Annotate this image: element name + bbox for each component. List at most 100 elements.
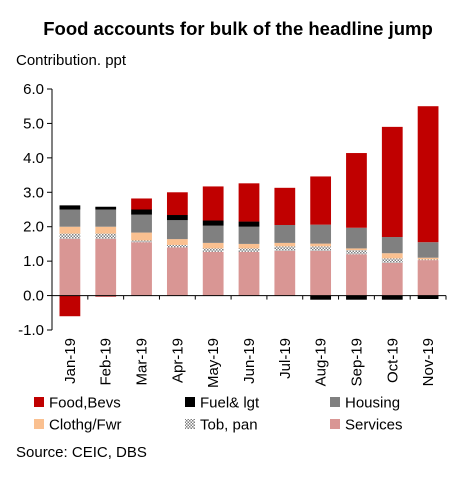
bar-segment xyxy=(310,176,332,225)
x-tick-label: Apr-19 xyxy=(169,338,186,383)
chart-title: Food accounts for bulk of the headline j… xyxy=(43,18,433,39)
bar-segment xyxy=(202,251,224,296)
bar-segment xyxy=(381,253,403,259)
bar-segment xyxy=(59,233,81,239)
x-tick-label: Jan-19 xyxy=(62,338,79,384)
bar-segment xyxy=(310,295,332,300)
legend-swatch xyxy=(330,397,340,407)
bar-segment xyxy=(310,246,332,251)
bar-segment xyxy=(95,209,117,227)
bar-layer xyxy=(59,106,439,317)
legend-swatch xyxy=(185,397,195,407)
x-tick-label: May-19 xyxy=(205,338,222,388)
bar-segment xyxy=(310,250,332,296)
bar-segment xyxy=(95,233,117,239)
bar-segment xyxy=(310,243,332,247)
bar-segment xyxy=(417,259,439,261)
legend-label: Services xyxy=(345,417,403,434)
x-tick-label: Mar-19 xyxy=(134,338,151,386)
y-tick-label: 6.0 xyxy=(23,81,44,98)
bar-segment xyxy=(95,295,117,297)
bar-segment xyxy=(202,220,224,226)
legend-swatch xyxy=(185,419,195,429)
legend-label: Housing xyxy=(345,395,400,412)
bar-segment xyxy=(381,126,403,238)
bar-segment xyxy=(166,239,188,245)
bar-segment xyxy=(346,254,367,296)
bar-segment xyxy=(202,186,224,221)
bar-segment xyxy=(274,246,296,251)
bar-segment xyxy=(310,224,332,244)
x-tick-label: Sep-19 xyxy=(349,338,366,386)
legend-label: Tob, pan xyxy=(200,417,258,434)
bar-segment xyxy=(131,242,152,296)
bar-segment xyxy=(274,187,296,225)
bar-segment xyxy=(346,295,367,300)
bar-segment xyxy=(417,242,439,258)
y-tick-label: 5.0 xyxy=(23,115,44,132)
y-tick-label: 0.0 xyxy=(23,288,44,305)
bar-segment xyxy=(131,214,152,233)
bar-segment xyxy=(131,232,152,241)
x-tick-label: Aug-19 xyxy=(313,338,330,386)
x-tick-label: Feb-19 xyxy=(98,338,115,386)
bar-segment xyxy=(131,209,152,215)
bar-segment xyxy=(238,251,260,296)
bar-segment xyxy=(59,295,81,317)
bar-segment xyxy=(238,226,260,244)
bar-segment xyxy=(238,221,260,227)
x-tick-label: Nov-19 xyxy=(420,338,437,386)
x-tick-label: Oct-19 xyxy=(384,338,401,383)
bar-segment xyxy=(166,247,188,296)
bar-segment xyxy=(202,225,224,243)
y-tick-label: -1.0 xyxy=(18,322,44,339)
bar-segment xyxy=(202,248,224,252)
bar-segment xyxy=(417,106,439,243)
y-axis-label: Contribution. ppt xyxy=(16,52,127,69)
bar-segment xyxy=(166,215,188,221)
x-tick-label: Jul-19 xyxy=(277,338,294,379)
bar-segment xyxy=(95,206,117,210)
bar-segment xyxy=(346,250,367,255)
bar-segment xyxy=(238,248,260,252)
source-note: Source: CEIC, DBS xyxy=(16,444,147,461)
bar-segment xyxy=(381,295,403,300)
bar-segment xyxy=(381,237,403,254)
bar-segment xyxy=(417,260,439,296)
bar-segment xyxy=(95,238,117,296)
bar-segment xyxy=(166,192,188,216)
y-tick-label: 1.0 xyxy=(23,253,44,270)
bar-segment xyxy=(59,226,81,234)
legend-swatch xyxy=(330,419,340,429)
legend-label: Food,Bevs xyxy=(49,395,121,412)
bar-segment xyxy=(381,262,403,296)
bar-segment xyxy=(417,295,439,300)
bar-segment xyxy=(274,250,296,296)
bar-segment xyxy=(274,242,296,247)
bar-segment xyxy=(346,227,367,249)
bar-segment xyxy=(346,153,367,228)
bar-segment xyxy=(166,244,188,248)
legend-label: Fuel& lgt xyxy=(200,395,260,412)
bar-segment xyxy=(346,248,367,251)
bar-segment xyxy=(95,226,117,234)
y-tick-label: 2.0 xyxy=(23,219,44,236)
axes-layer: -1.0 0.0 1.0 2.0 3.0 4.0 5.0 6.0 Jan-19 Feb-19 Mar… xyxy=(18,81,447,388)
bar-segment xyxy=(202,242,224,249)
bar-segment xyxy=(381,258,403,263)
y-tick-label: 3.0 xyxy=(23,184,44,201)
bar-segment xyxy=(59,205,81,210)
bar-segment xyxy=(417,257,439,260)
bar-segment xyxy=(131,240,152,243)
bar-segment xyxy=(59,238,81,296)
bar-segment xyxy=(166,220,188,240)
bar-segment xyxy=(238,183,260,222)
legend-swatch xyxy=(34,397,44,407)
bar-segment xyxy=(274,224,296,243)
legend-swatch xyxy=(34,419,44,429)
bar-segment xyxy=(131,198,152,210)
y-tick-label: 4.0 xyxy=(23,150,44,167)
bar-segment xyxy=(238,243,260,249)
x-tick-label: Jun-19 xyxy=(241,338,258,384)
